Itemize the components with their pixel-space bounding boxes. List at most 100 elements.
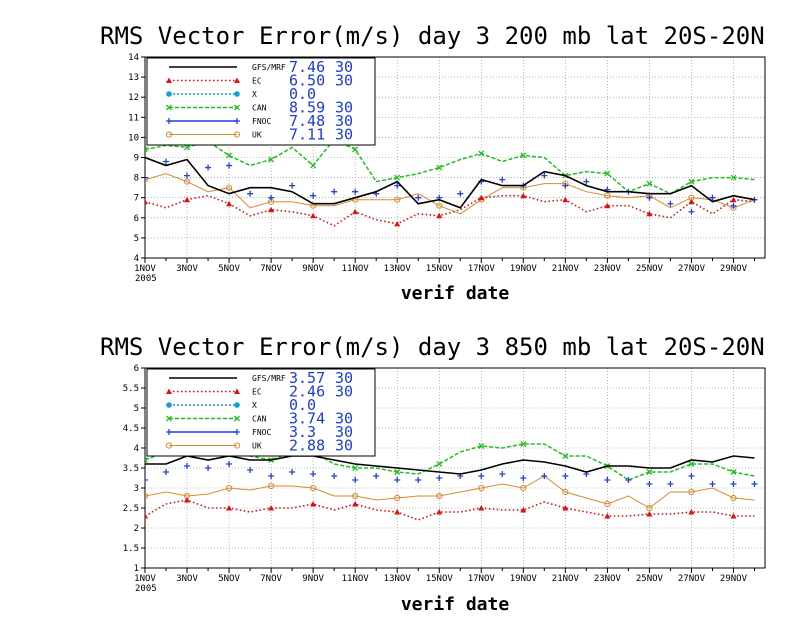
x-tick-label: 15NOV bbox=[426, 264, 454, 274]
x-tick-label: 29NOV bbox=[720, 264, 748, 274]
series-point bbox=[646, 481, 653, 487]
legend-entry: UK 2.88 30 bbox=[165, 437, 353, 455]
y-tick-label: 3.5 bbox=[123, 464, 139, 474]
series-point bbox=[145, 513, 148, 519]
series-point bbox=[541, 473, 548, 479]
series-point bbox=[478, 150, 485, 157]
series-point bbox=[145, 176, 149, 183]
series-point bbox=[667, 200, 674, 207]
x-tick-label: 13NOV bbox=[384, 574, 412, 584]
y-tick-label: 1.5 bbox=[123, 544, 139, 554]
series-point bbox=[184, 172, 191, 179]
series-point bbox=[478, 505, 485, 511]
legend-series-value: 0.0 bbox=[289, 85, 316, 103]
series-point bbox=[310, 501, 317, 507]
series-point bbox=[394, 477, 401, 483]
legend-swatch-marker bbox=[234, 118, 240, 124]
series-point bbox=[604, 192, 611, 199]
legend-series-value: 7.11 bbox=[289, 126, 325, 144]
legend-series-value: 7.48 bbox=[289, 112, 325, 130]
legend-series-name: EC bbox=[252, 388, 262, 397]
y-tick-label: 5 bbox=[134, 234, 139, 244]
series-point bbox=[145, 198, 148, 205]
legend-entry: EC 6.50 30 bbox=[166, 72, 353, 90]
series-point bbox=[520, 152, 527, 159]
y-tick-label: 12 bbox=[128, 93, 139, 103]
series-point bbox=[394, 196, 401, 203]
series-point bbox=[625, 477, 632, 483]
series-point bbox=[730, 494, 737, 502]
series-point bbox=[667, 481, 674, 487]
series-point bbox=[226, 152, 233, 159]
y-tick-label: 2.5 bbox=[123, 504, 139, 514]
series-line bbox=[145, 156, 755, 209]
legend-series-name: GFS/MRF bbox=[252, 63, 286, 72]
series-point bbox=[478, 194, 485, 201]
legend-entry: GFS/MRF 7.46 30 bbox=[169, 58, 353, 76]
legend-swatch-marker bbox=[234, 104, 240, 111]
legend-swatch-marker bbox=[234, 91, 240, 97]
x-tick-label: 19NOV bbox=[510, 574, 538, 584]
x-tick-label: 11NOV bbox=[342, 574, 370, 584]
x-tick-label: 11NOV bbox=[342, 264, 370, 274]
legend-series-count: 30 bbox=[335, 99, 353, 117]
legend-swatch-marker bbox=[166, 415, 172, 422]
series-point bbox=[163, 158, 170, 165]
series-point bbox=[226, 461, 233, 467]
x-tick-label: 1NOV bbox=[134, 574, 156, 584]
series-point bbox=[225, 484, 233, 492]
series-point bbox=[457, 190, 464, 197]
legend-swatch-marker bbox=[233, 131, 241, 138]
series-point bbox=[562, 196, 569, 203]
series-line bbox=[145, 173, 755, 215]
series-point bbox=[184, 497, 191, 503]
legend-entry: CAN 8.59 30 bbox=[166, 99, 353, 117]
series-ec bbox=[145, 192, 755, 227]
series-point bbox=[310, 471, 317, 477]
series-point bbox=[205, 164, 212, 171]
legend-swatch-marker bbox=[165, 131, 173, 138]
y-tick-label: 6 bbox=[134, 364, 139, 374]
x-tick-label: 15NOV bbox=[426, 574, 454, 584]
x-tick-label: 23NOV bbox=[594, 264, 622, 274]
x-tick-label: 21NOV bbox=[552, 264, 580, 274]
x-year-label: 2005 bbox=[135, 274, 157, 284]
series-point bbox=[709, 194, 716, 201]
series-point bbox=[394, 469, 401, 475]
x-axis-label: verif date bbox=[401, 594, 510, 615]
series-ec bbox=[145, 497, 755, 521]
series-point bbox=[709, 481, 716, 487]
series-point bbox=[352, 477, 359, 483]
series-point bbox=[688, 509, 695, 515]
series-point bbox=[562, 453, 569, 459]
legend: GFS/MRF 7.46 30 EC 6.50 30 X 0.0 CAN 8.59 30 FNOC 7.… bbox=[146, 57, 376, 146]
series-point bbox=[226, 200, 233, 207]
series-line bbox=[145, 475, 755, 509]
series-point bbox=[562, 488, 569, 496]
legend-series-count: 30 bbox=[335, 383, 353, 401]
legend-series-value: 3.3 bbox=[289, 423, 316, 441]
legend-swatch-marker bbox=[166, 402, 172, 408]
y-tick-label: 10 bbox=[128, 133, 139, 143]
legend-series-value: 8.59 bbox=[289, 99, 325, 117]
series-point bbox=[310, 212, 317, 219]
series-point bbox=[268, 194, 275, 201]
legend-series-value: 3.74 bbox=[289, 410, 325, 428]
series-line bbox=[145, 499, 755, 521]
series-point bbox=[436, 202, 443, 209]
legend-series-count: 30 bbox=[335, 437, 353, 455]
series-point bbox=[226, 505, 233, 511]
legend-swatch-marker bbox=[233, 442, 241, 449]
x-axis-label: verif date bbox=[401, 283, 510, 304]
x-tick-label: 25NOV bbox=[636, 264, 664, 274]
legend-entry: GFS/MRF 3.57 30 bbox=[169, 369, 353, 387]
series-point bbox=[415, 194, 422, 201]
y-tick-label: 9 bbox=[134, 154, 139, 164]
grid bbox=[145, 57, 765, 258]
y-tick-label: 6 bbox=[134, 214, 139, 224]
legend-series-name: CAN bbox=[252, 104, 267, 113]
series-point bbox=[646, 511, 653, 517]
legend-entry: FNOC 7.48 30 bbox=[166, 112, 353, 130]
x-tick-label: 9NOV bbox=[302, 574, 324, 584]
